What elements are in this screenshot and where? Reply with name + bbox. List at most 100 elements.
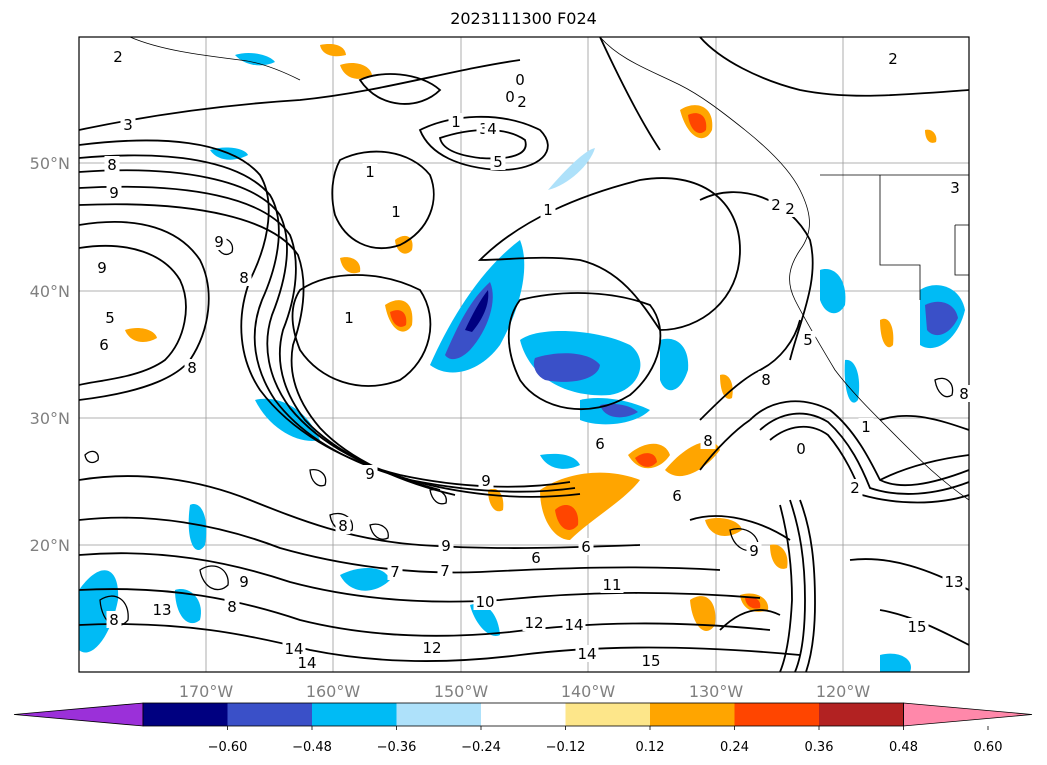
contour-label: 2 xyxy=(885,50,901,68)
contour-label: 9 xyxy=(478,472,494,490)
contour-label: 11 xyxy=(600,576,624,594)
contour-label: 12 xyxy=(420,639,444,657)
svg-text:8: 8 xyxy=(227,598,237,616)
svg-text:2: 2 xyxy=(517,93,527,111)
contour-label: 15 xyxy=(905,618,929,636)
svg-text:12: 12 xyxy=(524,614,543,632)
svg-text:5: 5 xyxy=(803,331,813,349)
longitude-label: 160°W xyxy=(306,682,361,701)
svg-text:2: 2 xyxy=(113,48,123,66)
contour-label: 15 xyxy=(639,652,663,670)
colorbar: −0.60 −0.48 −0.36 −0.24 −0.12 0.12 0.24 0.36 0.4… xyxy=(13,702,1033,755)
colorbar-outline xyxy=(142,702,904,727)
svg-text:9: 9 xyxy=(441,537,451,555)
svg-text:2: 2 xyxy=(785,200,795,218)
svg-text:9: 9 xyxy=(239,573,249,591)
colorbar-tick-label: 0.12 xyxy=(636,740,665,755)
fill-region xyxy=(925,129,937,143)
svg-text:6: 6 xyxy=(672,487,682,505)
longitude-label: 170°W xyxy=(179,682,234,701)
contour-label: 6 xyxy=(592,435,608,453)
colorbar-swatch xyxy=(819,703,904,726)
contour-label: 5 xyxy=(800,331,816,349)
contour-label: 2 xyxy=(782,200,798,218)
fill-region xyxy=(340,63,372,79)
contour-label: 8 xyxy=(956,385,972,403)
svg-text:5: 5 xyxy=(105,309,115,327)
contour-label: 1 xyxy=(448,113,464,131)
svg-text:0: 0 xyxy=(796,440,806,458)
fill-region xyxy=(665,441,720,477)
colorbar-swatch xyxy=(565,703,651,726)
svg-text:9: 9 xyxy=(749,542,759,560)
svg-text:1: 1 xyxy=(365,163,375,181)
colorbar-tick-label: −0.12 xyxy=(546,740,586,755)
contour-label: 8 xyxy=(224,598,240,616)
svg-text:14: 14 xyxy=(564,616,583,634)
colorbar-tick-label: −0.36 xyxy=(377,740,417,755)
fill-region xyxy=(820,269,846,314)
colorbar-tick-label: −0.60 xyxy=(208,740,248,755)
coastlines xyxy=(129,37,969,501)
colorbar-tick-label: 0.24 xyxy=(720,740,749,755)
plot-area xyxy=(79,37,969,672)
contour-label: 0 xyxy=(502,88,518,106)
contour-label: 6 xyxy=(578,538,594,556)
fill-region xyxy=(925,301,958,336)
fill-region xyxy=(175,589,201,624)
svg-text:6: 6 xyxy=(531,549,541,567)
contour-label: 14 xyxy=(562,616,586,634)
colorbar-swatch xyxy=(481,703,566,726)
latitude-labels: 50°N 40°N 30°N 20°N xyxy=(30,154,70,555)
longitude-label: 150°W xyxy=(434,682,489,701)
fill-region xyxy=(705,518,742,536)
svg-text:3: 3 xyxy=(950,179,960,197)
contour-label: 9 xyxy=(106,184,122,202)
latitude-label: 20°N xyxy=(30,536,70,555)
svg-text:1: 1 xyxy=(451,113,461,131)
contour-label: 1 xyxy=(388,203,404,221)
svg-text:1: 1 xyxy=(344,309,354,327)
contour-label: 9 xyxy=(746,542,762,560)
contour-label: 2 xyxy=(768,196,784,214)
fill-region xyxy=(660,338,689,391)
colorbar-swatch xyxy=(312,703,397,726)
svg-text:2: 2 xyxy=(888,50,898,68)
contour-label: 13 xyxy=(150,601,174,619)
svg-text:9: 9 xyxy=(214,233,224,251)
colorbar-arrow-left xyxy=(13,702,144,727)
small-contours xyxy=(84,237,954,627)
svg-text:8: 8 xyxy=(703,432,713,450)
svg-text:15: 15 xyxy=(907,618,926,636)
svg-text:7: 7 xyxy=(440,562,450,580)
colorbar-tick-label: 0.48 xyxy=(889,740,918,755)
contour-label: 8 xyxy=(758,371,774,389)
svg-text:0: 0 xyxy=(515,71,525,89)
colorbar-swatch xyxy=(143,703,228,726)
fill-region xyxy=(745,597,761,609)
fill-region xyxy=(600,403,638,418)
contour-label: 6 xyxy=(96,336,112,354)
svg-text:0: 0 xyxy=(505,88,515,106)
contour-label: 1 xyxy=(362,163,378,181)
contour-label: 0 xyxy=(512,71,528,89)
contour-label: 7 xyxy=(387,563,403,581)
fill-region xyxy=(470,603,500,636)
contour-label: 13 xyxy=(942,573,966,591)
contour-label: 3 xyxy=(947,179,963,197)
svg-text:3: 3 xyxy=(479,120,489,138)
contour-label: 3 xyxy=(120,116,136,134)
fill-region xyxy=(79,570,119,653)
longitude-label: 140°W xyxy=(561,682,616,701)
contour-label: 9 xyxy=(211,233,227,251)
svg-text:6: 6 xyxy=(99,336,109,354)
svg-text:8: 8 xyxy=(761,371,771,389)
contour-label: 2 xyxy=(514,93,530,111)
svg-text:4: 4 xyxy=(487,120,497,138)
fill-region xyxy=(690,596,716,631)
svg-text:8: 8 xyxy=(239,269,249,287)
colorbar-swatch xyxy=(396,703,482,726)
fill-region xyxy=(770,544,788,569)
fill-region xyxy=(235,52,275,66)
contour-label: 9 xyxy=(236,573,252,591)
